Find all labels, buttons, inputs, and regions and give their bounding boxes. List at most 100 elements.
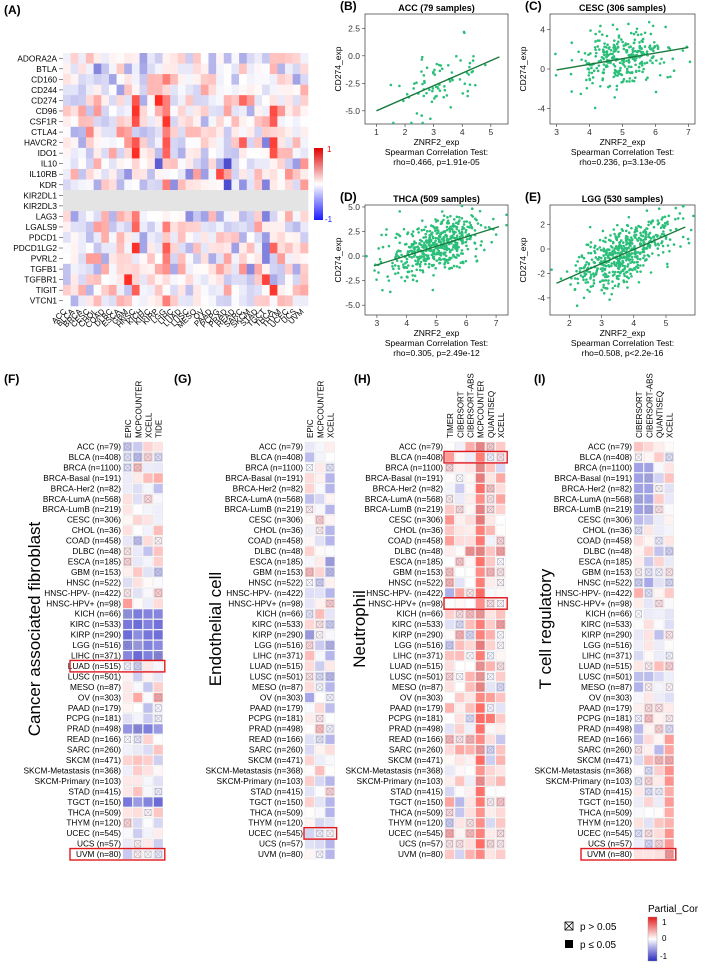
heatmap-cell xyxy=(108,95,117,107)
ns-marker xyxy=(645,829,653,837)
scatter-point xyxy=(398,241,402,245)
heatmap-color-scale xyxy=(314,148,323,220)
heat-cell xyxy=(325,588,335,598)
heat-cell xyxy=(654,588,664,598)
heat-cell xyxy=(315,567,325,578)
heat-cell xyxy=(143,682,153,692)
cancer-row-label: MESO (n=87) xyxy=(392,682,443,692)
heatmap-cell xyxy=(239,126,248,138)
ns-marker xyxy=(446,568,453,576)
heat-cell xyxy=(475,807,485,818)
scatter-point xyxy=(425,91,428,95)
ns-marker xyxy=(456,506,464,513)
ns-marker xyxy=(497,537,504,545)
ns-marker xyxy=(655,788,663,795)
scatter-point xyxy=(637,225,641,228)
heat-cell xyxy=(485,776,496,787)
scatter-point xyxy=(630,226,633,230)
scatter-point xyxy=(550,268,553,271)
heatmap-cell xyxy=(131,200,140,212)
scatter-point xyxy=(596,39,600,42)
heatmap-cell xyxy=(200,105,209,117)
ns-marker xyxy=(655,725,663,733)
heatmap-cell xyxy=(300,232,309,244)
cancer-row-label: BLCA (n=408) xyxy=(580,452,633,462)
heatmap-cell xyxy=(170,158,179,170)
heatmap-row-label: CTLA4 xyxy=(31,127,57,137)
scatter-point xyxy=(660,57,663,61)
scatter-point xyxy=(406,264,410,267)
heatmap-cell xyxy=(63,158,71,170)
heatmap-cell xyxy=(139,53,148,64)
ns-marker xyxy=(446,579,453,586)
heatmap-cell xyxy=(200,295,209,307)
heatmap-cell xyxy=(116,95,125,107)
heat-cell xyxy=(153,546,163,557)
heatmap-cell xyxy=(269,84,278,96)
heat-cell xyxy=(475,838,485,849)
heatmap-cell xyxy=(285,211,293,222)
heatmap-cell xyxy=(216,295,225,307)
heatmap-cell xyxy=(154,63,163,75)
cancer-row-label: SKCM-Primary (n=103) xyxy=(546,776,633,786)
scatter-point xyxy=(602,286,605,289)
scatter-point xyxy=(443,230,447,233)
scatter-point xyxy=(592,282,596,285)
ns-marker xyxy=(655,788,663,796)
heat-cell xyxy=(325,441,335,452)
heat-cell xyxy=(325,703,335,713)
scatter-point xyxy=(468,61,472,65)
scatter-point xyxy=(602,68,606,71)
scatter-point xyxy=(450,241,453,245)
heat-cell xyxy=(654,640,664,651)
scatter-point xyxy=(428,229,432,233)
scatter-point xyxy=(410,269,414,273)
scatter-point xyxy=(395,252,398,256)
heatmap-cell xyxy=(239,211,248,222)
ns-marker xyxy=(497,683,504,691)
cancer-row-label: CESC (n=306) xyxy=(67,515,121,525)
ns-marker xyxy=(635,610,642,618)
cancer-row-label: HNSC-HPV- (n=422) xyxy=(366,588,443,598)
heat-cell xyxy=(455,703,465,713)
ns-marker xyxy=(476,464,484,472)
heatmap-cell xyxy=(147,147,156,159)
scatter-point xyxy=(434,220,438,223)
heatmap-cell xyxy=(193,116,202,128)
scatter-point xyxy=(457,229,461,232)
scatter-point xyxy=(651,24,655,28)
stat-test-label: Spearman Correlation Test: xyxy=(385,147,488,157)
scatter-point xyxy=(668,47,672,50)
heatmap-row-label: KDR xyxy=(39,180,57,190)
heat-cell xyxy=(633,755,644,766)
heat-cell xyxy=(633,441,644,452)
heatmap-cell xyxy=(85,63,94,75)
scatter-point xyxy=(457,220,460,223)
heatmap-cell xyxy=(162,274,171,286)
heat-cell xyxy=(444,546,455,557)
scatter-point xyxy=(605,50,609,53)
heatmap-cell xyxy=(246,158,255,170)
scatter-point xyxy=(445,237,449,240)
heatmap-cell xyxy=(63,105,71,117)
heat-cell xyxy=(122,849,133,860)
heatmap-cell xyxy=(216,232,225,244)
ns-marker xyxy=(456,840,464,848)
scatter-point xyxy=(627,215,631,219)
heat-cell xyxy=(664,494,674,504)
scatter-point xyxy=(432,257,436,261)
heatmap-cell xyxy=(269,158,278,170)
heat-cell xyxy=(644,462,654,473)
cancer-row-label: HNSC-HPV+ (n=98) xyxy=(557,598,632,608)
ns-marker xyxy=(487,568,494,576)
scatter-point xyxy=(586,281,590,284)
scatter-point xyxy=(438,261,441,265)
cancer-row-label: LIHC (n=371) xyxy=(393,651,443,661)
heat-cell xyxy=(315,556,325,567)
scatter-point xyxy=(605,287,609,290)
heatmap-cell xyxy=(108,242,117,254)
heat-cell xyxy=(133,483,143,494)
cancer-row-label: DLBC (n=48) xyxy=(254,546,303,556)
ns-marker xyxy=(134,641,142,649)
scatter-point xyxy=(603,42,606,45)
